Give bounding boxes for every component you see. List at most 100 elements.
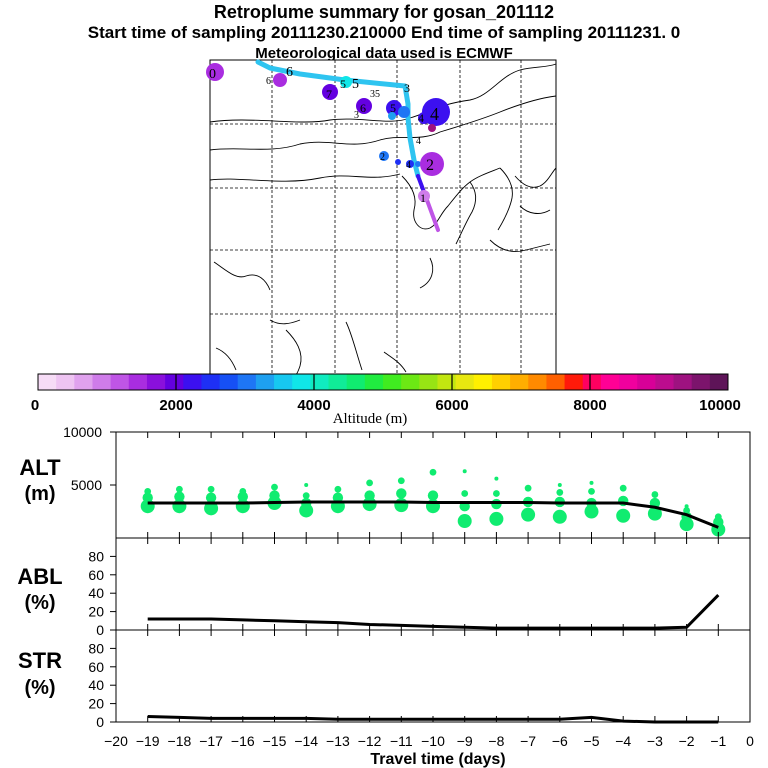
map-point-label: 5 [340, 77, 346, 91]
xtick-label: −19 [136, 733, 160, 749]
plume-marker [422, 98, 450, 126]
altitude-cluster-dot [204, 501, 219, 516]
altitude-cluster-dot [494, 476, 499, 481]
alt-frame [115, 431, 751, 539]
xtick-label: −15 [263, 733, 287, 749]
alt-ylabel: ALT [19, 455, 61, 480]
map-point-label: 3 [404, 81, 410, 95]
str-frame [115, 629, 751, 723]
altitude-cluster-dot [651, 491, 659, 498]
colorbar-dividers [175, 374, 591, 390]
colorbar-cell [691, 374, 711, 390]
altitude-cluster-dot [552, 509, 567, 524]
xtick-label: −1 [710, 733, 726, 749]
map-point-label: 3 [354, 110, 359, 121]
altitude-cluster-dot [588, 487, 595, 495]
ytick-label: 40 [88, 585, 104, 601]
map-point-label: 0 [209, 67, 216, 82]
altitude-cluster-dot [584, 504, 599, 519]
colorbar-cell [437, 374, 457, 390]
altitude-cluster-dot [269, 490, 280, 501]
colorbar-ticks: 0 2000 4000 6000 8000 10000 [31, 397, 741, 414]
colorbar-cell [274, 374, 293, 390]
altitude-cluster-dot [396, 488, 407, 499]
colorbar-cell [328, 374, 348, 390]
colorbar-tick: 2000 [159, 397, 192, 414]
altitude-cluster-dot [462, 469, 467, 474]
xtick-label: −2 [679, 733, 695, 749]
plume-marker [428, 124, 436, 132]
colorbar-cell [546, 374, 566, 390]
colorbar-cell [183, 374, 202, 390]
altitude-cluster-dot [302, 492, 310, 499]
xtick-label: −9 [457, 733, 473, 749]
abl-frame [115, 537, 751, 631]
xtick-label: −16 [231, 733, 255, 749]
colorbar-cell [255, 374, 275, 390]
colorbar-cell [582, 374, 602, 390]
abl-xticks [115, 538, 751, 630]
alt-mean-line [147, 500, 719, 529]
altitude-cluster-dot [589, 480, 594, 485]
colorbar-cell [201, 374, 221, 390]
map-point-labels: 0 6 6 5 5 7 35 3 4 6 5 3 4 4 4 2 2 1 [209, 65, 439, 205]
plume-marker [206, 63, 224, 81]
xtick-label: −14 [294, 733, 318, 749]
ytick-label: 40 [88, 677, 104, 693]
map-point-label: 7 [326, 87, 332, 101]
xtick-label: −20 [104, 733, 128, 749]
alt-ytick-label: 10000 [63, 424, 102, 440]
xtick-label: −17 [199, 733, 223, 749]
colorbar-cell [74, 374, 93, 390]
plume-marker [415, 161, 421, 167]
colorbar-cell [237, 374, 257, 390]
ytick-label: 60 [88, 659, 104, 675]
colorbar-cell [419, 374, 438, 390]
xtick-label: −3 [647, 733, 663, 749]
map-point-label: 4 [418, 111, 424, 125]
colorbar-cell [455, 374, 475, 390]
altitude-cluster-dot [557, 483, 562, 487]
sampling-times: Start time of sampling 20111230.210000 E… [87, 23, 681, 42]
colorbar-tick: 0 [31, 397, 39, 414]
map-point-label: 6 [266, 76, 271, 87]
plume-marker [273, 73, 287, 87]
ytick-label: 20 [88, 696, 104, 712]
alt-ytick-label: 5000 [71, 477, 102, 493]
altitude-cluster-dot [397, 477, 405, 485]
altitude-cluster-dot [334, 485, 342, 493]
colorbar-cell [364, 374, 384, 390]
map-point-label: 4 [406, 160, 411, 171]
alt-markers [140, 468, 726, 537]
altitude-cluster-dot [366, 479, 373, 487]
altitude-cluster-dot [493, 490, 500, 497]
altitude-cluster-dot [299, 503, 314, 518]
colorbar-label: Altitude (m) [333, 411, 408, 427]
plume-marker [340, 76, 352, 88]
colorbar-cell [619, 374, 638, 390]
xtick-label: −10 [421, 733, 445, 749]
altitude-cluster-dot [616, 508, 631, 523]
colorbar-tick: 4000 [297, 397, 330, 414]
colorbar-frame [37, 373, 729, 391]
altitude-cluster-dot [491, 498, 502, 510]
altitude-cluster-dot [684, 504, 689, 509]
colorbar-cell [655, 374, 675, 390]
altitude-cluster-dot [521, 507, 536, 522]
ytick-label: 80 [88, 640, 104, 656]
colorbar-cell [292, 374, 311, 390]
map-point-label: 35 [370, 89, 380, 100]
abl-ylabel: ABL [17, 564, 62, 589]
map-point-label: 2 [380, 152, 385, 163]
colorbar-cell [600, 374, 620, 390]
map-point-label: 5 [352, 77, 359, 92]
altitude-cluster-dot [647, 506, 662, 521]
altitude-cluster-dot [461, 490, 469, 497]
colorbar-cell [146, 374, 166, 390]
map-point-label: 5 [390, 101, 396, 115]
map-panel: 0 6 6 5 5 7 35 3 4 6 5 3 4 4 4 2 2 1 [206, 59, 557, 377]
colorbar-cell [528, 374, 547, 390]
colorbar-cell [219, 374, 239, 390]
map-point-label: 6 [360, 101, 366, 115]
